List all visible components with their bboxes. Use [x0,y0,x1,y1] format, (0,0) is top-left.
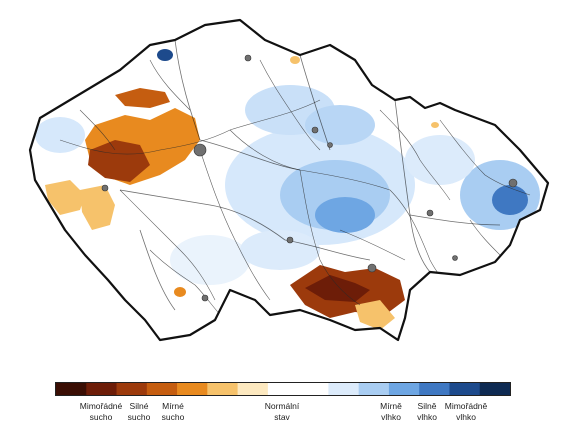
dry-zone-small-north [290,56,300,64]
wet-zone-north-small [157,49,173,61]
country-border [28,18,550,342]
map-zones [35,39,540,330]
city-praha [193,143,207,157]
legend-swatch [328,383,360,395]
river-network [59,59,531,321]
wet-zone-southwest [170,235,250,285]
city-zlin [452,255,458,261]
legend-swatch [86,383,118,395]
dry-zone-north-strip [115,88,170,108]
legend-label-mimoradne-sucho: Mimořádné sucho [79,401,123,422]
city-plzen [101,184,109,192]
legend-swatch [237,383,269,395]
city-ostrava [508,178,518,188]
legend-label-mirne-vlhko: Mírně vlhko [380,401,402,422]
wet-zone-northeast [305,105,375,145]
wet-zone-south [240,230,320,270]
legend-label-silne-sucho: Silné sucho [127,401,151,422]
legend-swatch [207,383,239,395]
legend-label-mimoradne-vlhko: Mimořádně vlhko [444,401,488,422]
wet-zone-west [35,117,85,153]
legend-swatch [388,383,420,395]
legend-label-silne-vlhko: Silně vlhko [417,401,437,422]
city-brno [367,263,377,273]
legend-swatch [479,383,510,395]
legend-swatch [177,383,208,395]
legend-colorbar-svg [56,383,510,395]
legend-label-mirne-sucho: Mírné sucho [161,401,185,422]
czech-republic-map [28,18,550,342]
dry-zone-southwest [80,185,115,230]
cities [101,54,518,302]
dry-zone-south-moravia-core [305,275,370,302]
legend-swatch [419,383,451,395]
legend-label-normalni-stav: Normální stav [264,401,300,422]
drought-map [28,18,550,342]
dry-zone-southwest-light [45,180,85,215]
wet-zone-moravia [405,135,475,185]
legend-swatch [267,383,299,395]
legend-swatch [116,383,148,395]
city-hradec [311,126,319,134]
legend-colorbar [55,382,511,396]
city-pardubice [327,142,333,148]
dry-zone-small-south [174,287,186,297]
legend-swatch [358,383,390,395]
city-jihlava [286,236,294,244]
city-liberec [244,54,252,62]
wet-zone-east-core [492,185,528,215]
legend-swatch [146,383,178,395]
city-budejovice [201,294,209,302]
legend-swatch [56,383,87,395]
dry-zone-west-core [88,140,150,182]
legend-swatch [298,383,329,395]
legend-swatch [449,383,481,395]
city-olomouc [426,209,434,217]
dry-zone-small-east [431,122,439,128]
wet-zone-highlands [315,197,375,233]
district-boundaries [119,39,501,311]
dry-zone-south-light [355,300,395,330]
